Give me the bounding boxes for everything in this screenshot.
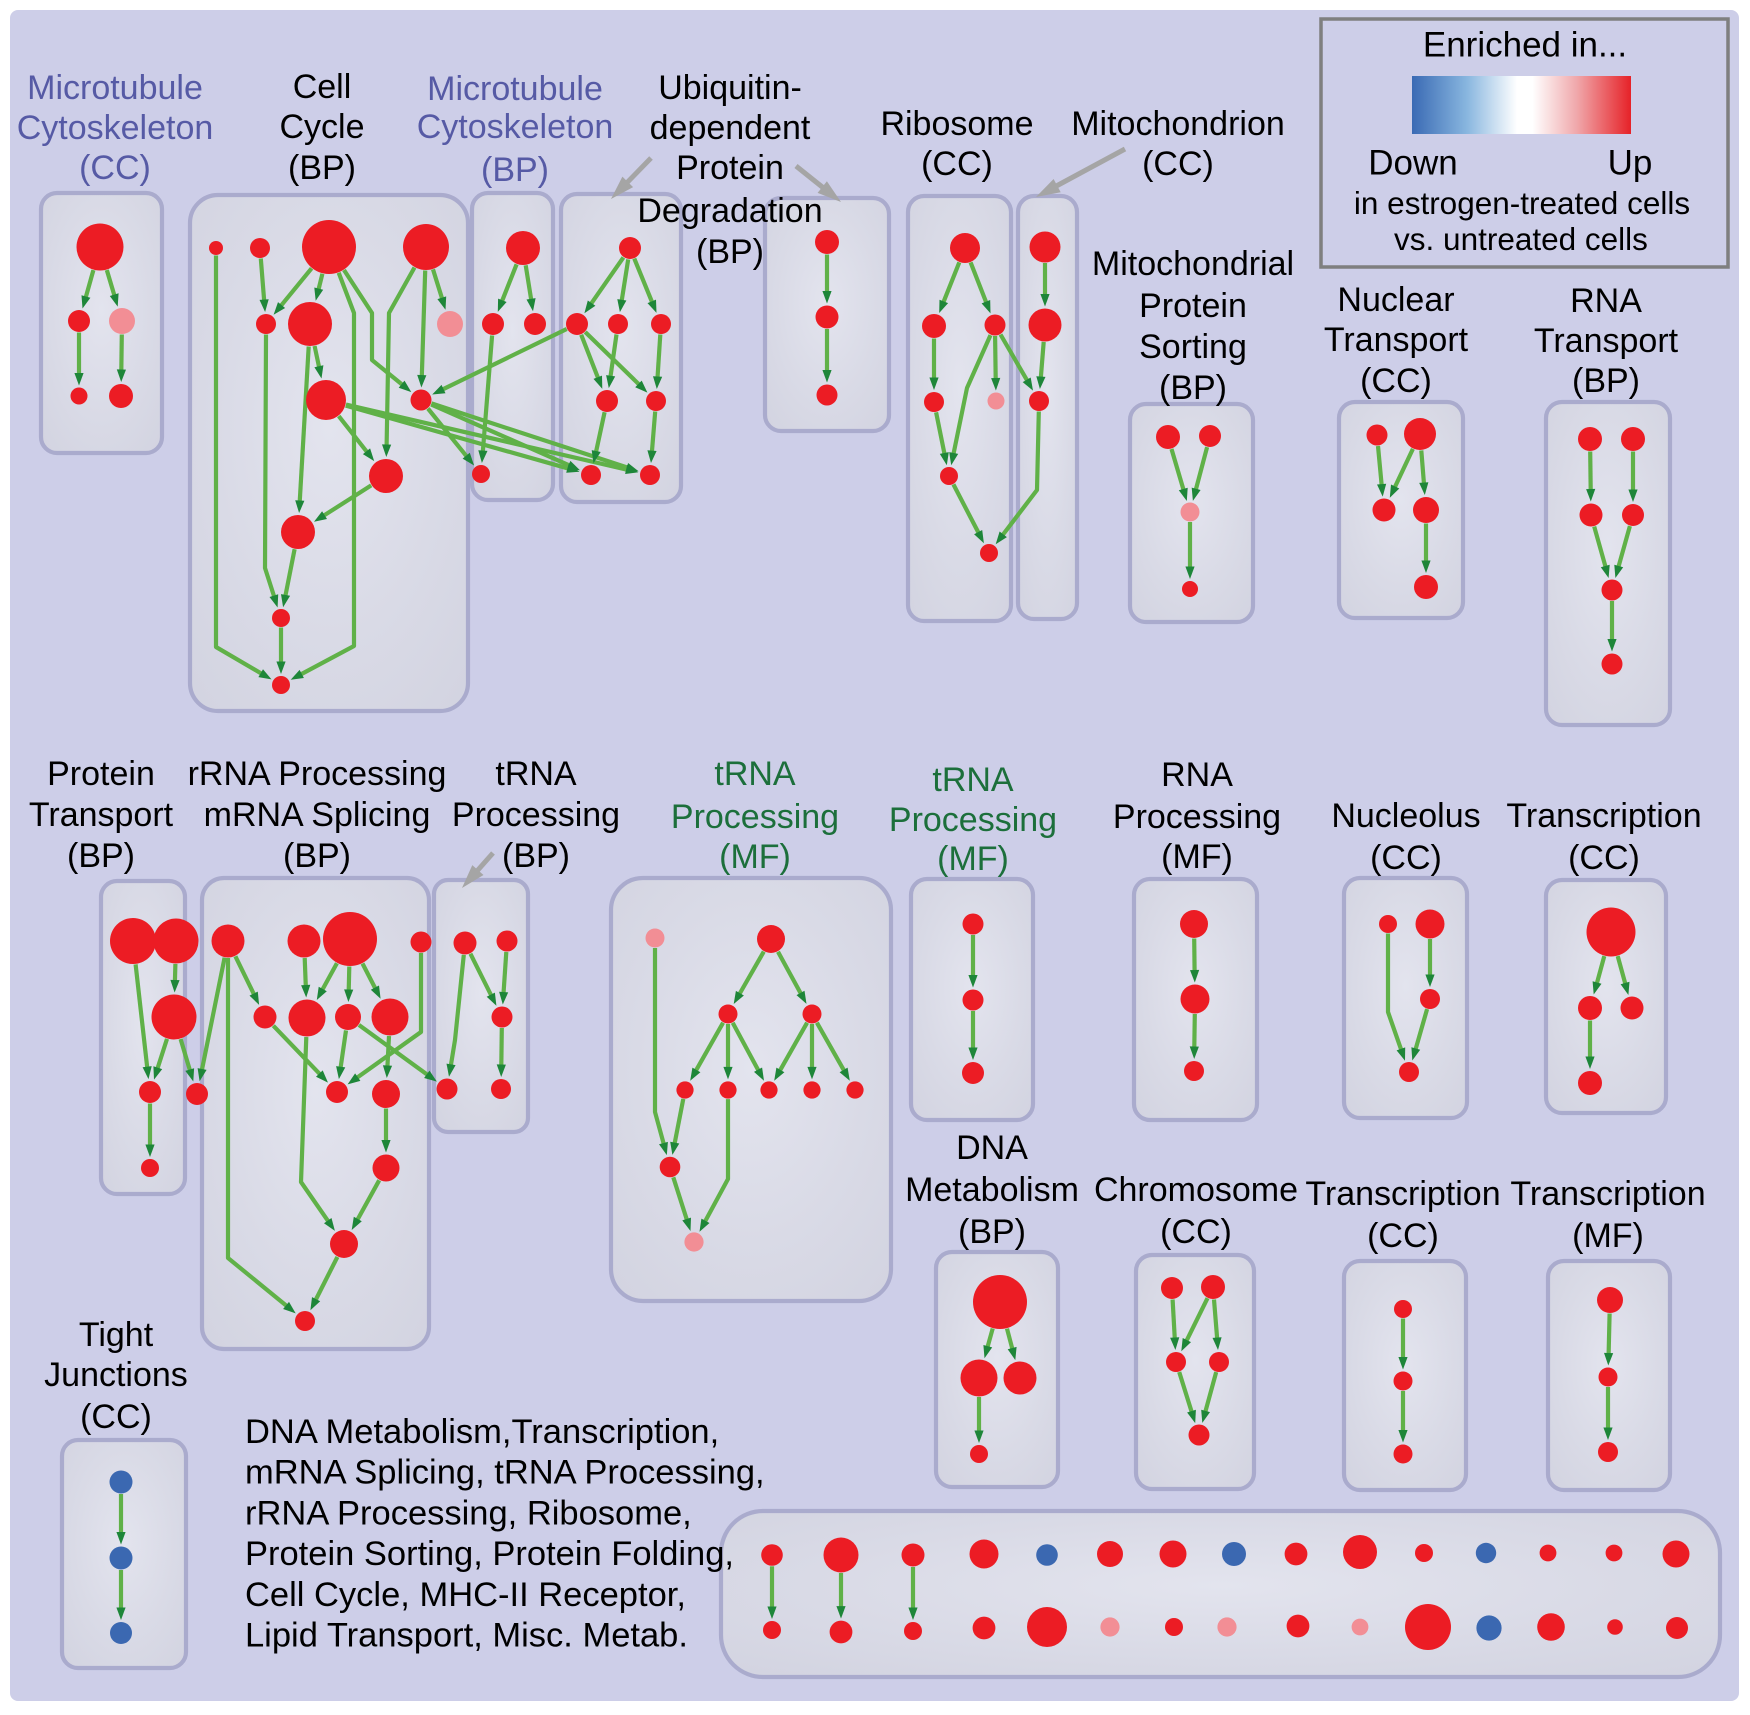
svg-text:(MF): (MF) (937, 840, 1009, 878)
svg-text:(BP): (BP) (1572, 362, 1640, 400)
svg-text:(CC): (CC) (1568, 839, 1640, 877)
svg-text:Processing: Processing (452, 796, 620, 834)
svg-text:Lipid Transport, Misc. Metab.: Lipid Transport, Misc. Metab. (245, 1617, 688, 1655)
svg-text:Nuclear: Nuclear (1337, 281, 1454, 319)
svg-text:Mitochondrial: Mitochondrial (1092, 245, 1294, 283)
svg-text:tRNA: tRNA (932, 761, 1014, 799)
svg-text:Sorting: Sorting (1139, 328, 1247, 366)
svg-text:DNA: DNA (956, 1129, 1028, 1167)
svg-text:mRNA Splicing, tRNA Processing: mRNA Splicing, tRNA Processing, (245, 1454, 765, 1492)
svg-text:Protein: Protein (676, 149, 784, 187)
svg-text:Protein: Protein (1139, 287, 1247, 325)
svg-text:Cycle: Cycle (279, 108, 364, 146)
svg-text:Microtubule: Microtubule (27, 69, 203, 107)
svg-text:RNA: RNA (1161, 756, 1233, 794)
svg-text:Transcription: Transcription (1506, 797, 1701, 835)
svg-text:(CC): (CC) (1160, 1213, 1232, 1251)
svg-text:tRNA: tRNA (714, 755, 796, 793)
svg-text:Ribosome: Ribosome (880, 105, 1033, 143)
svg-text:Chromosome: Chromosome (1094, 1171, 1298, 1209)
svg-text:Degradation: Degradation (637, 192, 822, 230)
svg-text:Mitochondrion: Mitochondrion (1071, 105, 1285, 143)
svg-text:Protein Sorting, Protein Foldi: Protein Sorting, Protein Folding, (245, 1535, 734, 1573)
svg-text:Transport: Transport (1324, 321, 1469, 359)
svg-text:Processing: Processing (671, 798, 839, 836)
svg-text:(BP): (BP) (696, 233, 764, 271)
svg-text:Cytoskeleton: Cytoskeleton (417, 108, 614, 146)
svg-text:Protein: Protein (47, 755, 155, 793)
svg-text:(MF): (MF) (719, 838, 791, 876)
svg-text:DNA Metabolism,Transcription,: DNA Metabolism,Transcription, (245, 1413, 719, 1451)
svg-text:Ubiquitin-: Ubiquitin- (658, 69, 802, 107)
svg-text:Down: Down (1368, 144, 1457, 183)
svg-text:Microtubule: Microtubule (427, 70, 603, 108)
svg-text:Enriched in...: Enriched in... (1423, 26, 1627, 65)
svg-text:Up: Up (1608, 144, 1653, 183)
svg-text:(CC): (CC) (79, 149, 151, 187)
svg-text:Metabolism: Metabolism (905, 1171, 1079, 1209)
svg-text:Tight: Tight (79, 1316, 154, 1354)
svg-text:in estrogen-treated cells: in estrogen-treated cells (1354, 185, 1690, 221)
svg-text:(BP): (BP) (958, 1213, 1026, 1251)
svg-text:(CC): (CC) (921, 145, 993, 183)
svg-text:(CC): (CC) (80, 1398, 152, 1436)
svg-text:(BP): (BP) (67, 837, 135, 875)
svg-text:(BP): (BP) (502, 837, 570, 875)
svg-text:(BP): (BP) (283, 837, 351, 875)
svg-text:Transport: Transport (29, 796, 174, 834)
svg-text:Processing: Processing (889, 801, 1057, 839)
svg-text:Cytoskeleton: Cytoskeleton (17, 109, 214, 147)
svg-text:Nucleolus: Nucleolus (1331, 797, 1480, 835)
svg-text:(CC): (CC) (1360, 362, 1432, 400)
svg-text:(MF): (MF) (1572, 1217, 1644, 1255)
svg-text:mRNA Splicing: mRNA Splicing (204, 796, 431, 834)
svg-text:Transcription: Transcription (1510, 1175, 1705, 1213)
svg-text:dependent: dependent (650, 109, 811, 147)
svg-text:(BP): (BP) (481, 151, 549, 189)
svg-text:(BP): (BP) (1159, 369, 1227, 407)
svg-text:rRNA Processing: rRNA Processing (188, 755, 447, 793)
svg-text:Transcription: Transcription (1305, 1175, 1500, 1213)
svg-text:(MF): (MF) (1161, 838, 1233, 876)
svg-text:RNA: RNA (1570, 282, 1642, 320)
svg-text:vs. untreated cells: vs. untreated cells (1394, 221, 1648, 257)
svg-text:rRNA Processing, Ribosome,: rRNA Processing, Ribosome, (245, 1494, 692, 1532)
svg-text:Cell: Cell (293, 68, 352, 106)
svg-text:Processing: Processing (1113, 798, 1281, 836)
svg-text:(BP): (BP) (288, 149, 356, 187)
svg-text:(CC): (CC) (1142, 145, 1214, 183)
svg-text:Transport: Transport (1534, 322, 1679, 360)
svg-text:tRNA: tRNA (495, 755, 577, 793)
svg-text:Junctions: Junctions (44, 1356, 188, 1394)
svg-text:Cell Cycle, MHC-II Receptor,: Cell Cycle, MHC-II Receptor, (245, 1576, 686, 1614)
svg-text:(CC): (CC) (1370, 839, 1442, 877)
svg-text:(CC): (CC) (1367, 1217, 1439, 1255)
